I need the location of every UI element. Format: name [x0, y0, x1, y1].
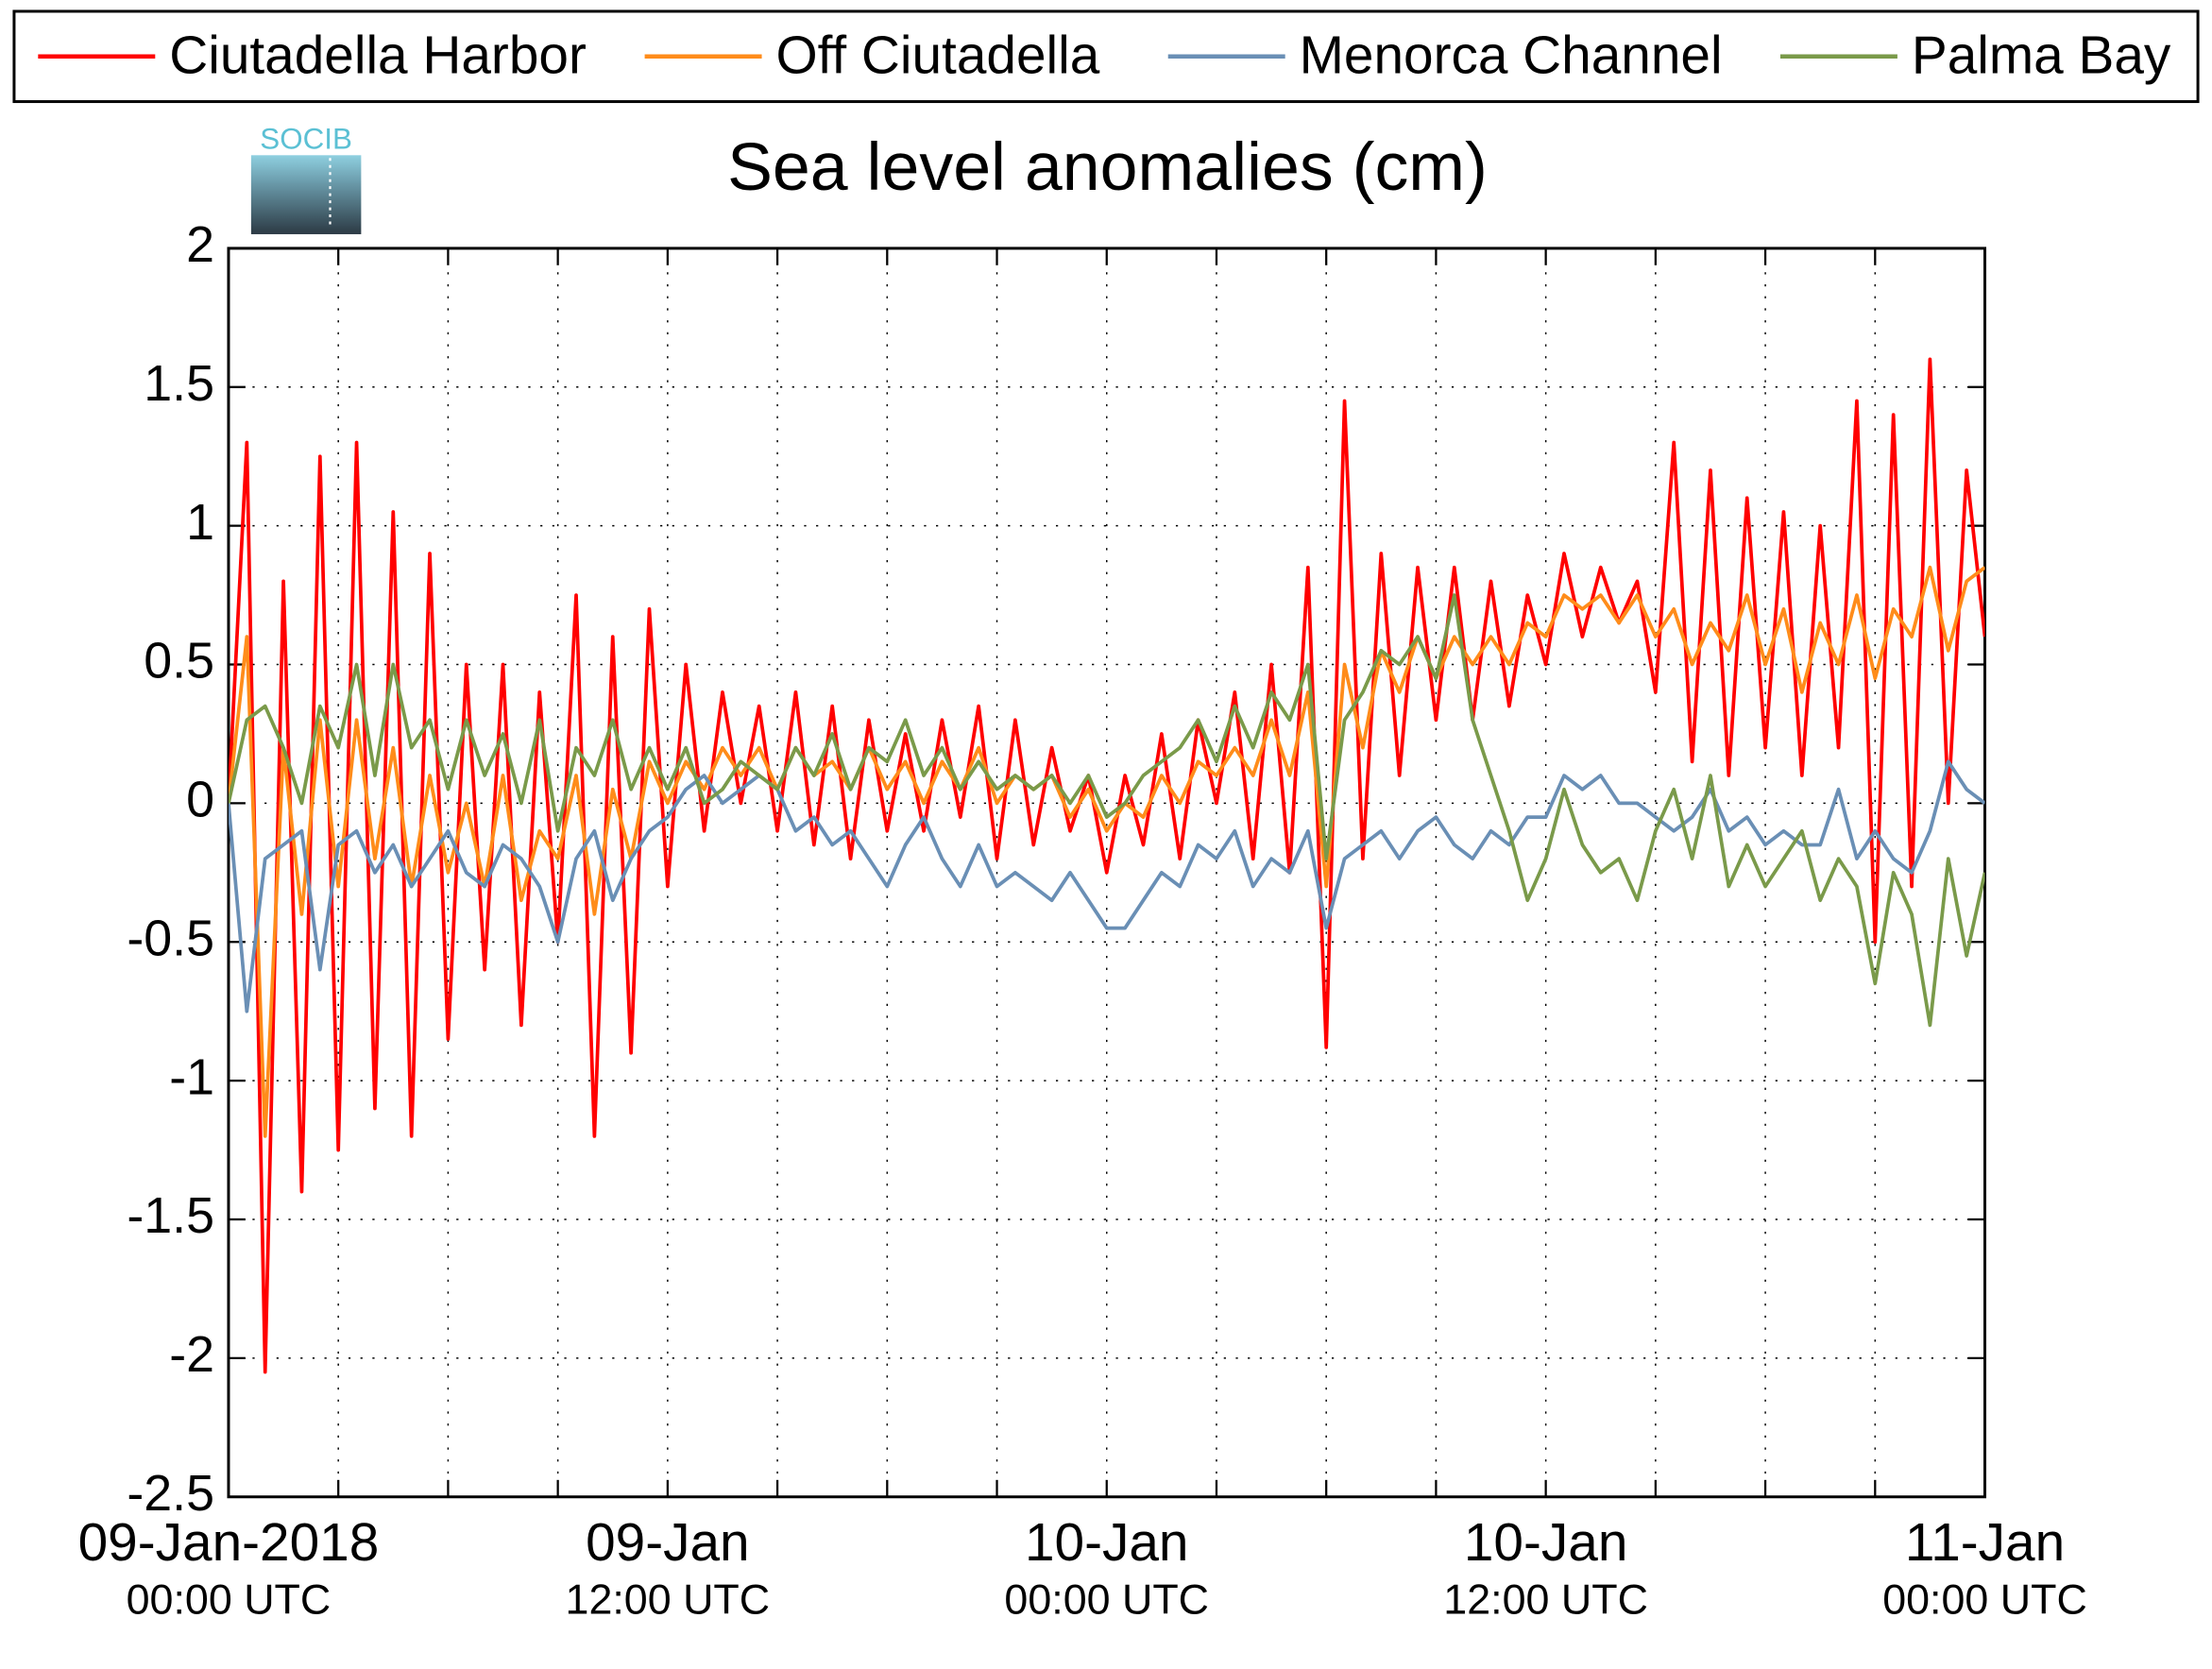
logo-text: SOCIB — [260, 123, 352, 156]
chart-title: Sea level anomalies (cm) — [727, 129, 1488, 205]
x-tick-label: 09-Jan — [586, 1513, 750, 1573]
y-tick-label: -0.5 — [127, 910, 214, 966]
x-tick-sublabel: 12:00 UTC — [1443, 1576, 1648, 1624]
legend-label: Ciutadella Harbor — [169, 26, 587, 86]
y-tick-label: 2 — [186, 216, 214, 273]
legend-label: Off Ciutadella — [775, 26, 1099, 86]
series-line — [228, 759, 1985, 1013]
y-tick-label: -2 — [169, 1326, 214, 1383]
y-tick-label: 0.5 — [144, 633, 214, 690]
x-tick-label: 10-Jan — [1025, 1513, 1189, 1573]
series-line — [228, 565, 1985, 1138]
y-tick-label: -1 — [169, 1048, 214, 1105]
y-tick-label: -1.5 — [127, 1187, 214, 1244]
legend-label: Palma Bay — [1912, 26, 2171, 86]
series-line — [228, 357, 1985, 1374]
series-line — [228, 593, 1985, 1028]
x-tick-label: 11-Jan — [1905, 1513, 2065, 1573]
x-tick-sublabel: 00:00 UTC — [1882, 1576, 2087, 1624]
logo — [250, 155, 362, 234]
y-tick-label: 1.5 — [144, 355, 214, 412]
x-tick-sublabel: 12:00 UTC — [566, 1576, 771, 1624]
x-tick-label: 10-Jan — [1464, 1513, 1628, 1573]
y-tick-label: 0 — [186, 772, 214, 828]
x-tick-sublabel: 00:00 UTC — [127, 1576, 332, 1624]
legend-label: Menorca Channel — [1300, 26, 1723, 86]
y-tick-label: -2.5 — [127, 1465, 214, 1522]
y-tick-label: 1 — [186, 494, 214, 551]
x-tick-sublabel: 00:00 UTC — [1004, 1576, 1209, 1624]
x-tick-label: 09-Jan-2018 — [78, 1513, 380, 1573]
